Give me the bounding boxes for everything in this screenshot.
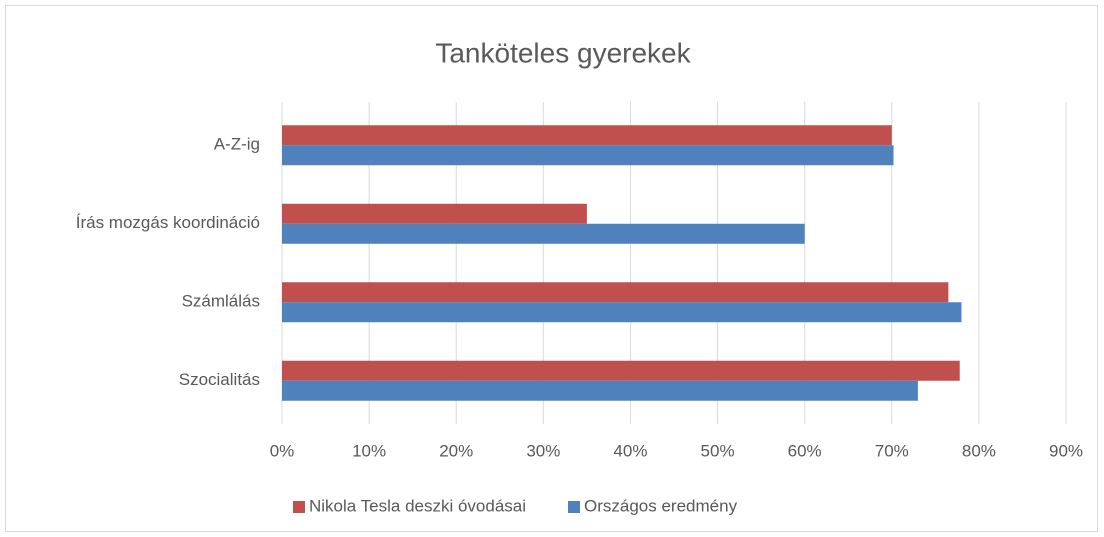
x-tick-label: 50% [701,441,735,460]
x-tick-label: 90% [1049,441,1083,460]
x-tick-label: 30% [526,441,560,460]
x-tick-label: 80% [962,441,996,460]
x-tick-label: 0% [270,441,295,460]
x-tick-label: 60% [788,441,822,460]
bar [282,145,894,166]
legend-swatch [568,501,580,513]
legend-label: Nikola Tesla deszki óvodásai [309,496,526,515]
bar [282,203,587,224]
bar [282,223,805,244]
legend-label: Országos eredmény [584,496,738,515]
x-tick-label: 40% [613,441,647,460]
y-tick-label: Számlálás [182,292,260,311]
chart-title: Tanköteles gyerekek [435,37,691,68]
y-tick-label: A-Z-ig [214,135,260,154]
chart-border [5,5,1098,532]
x-tick-label: 10% [352,441,386,460]
bar [282,380,918,401]
bar [282,360,960,381]
y-tick-label: Szocialitás [179,370,260,389]
x-tick-label: 20% [439,441,473,460]
legend-swatch [293,501,305,513]
x-tick-label: 70% [875,441,909,460]
bar [282,125,892,146]
y-tick-label: Írás mozgás koordináció [76,213,260,232]
bar [282,282,949,303]
bar [282,302,962,323]
